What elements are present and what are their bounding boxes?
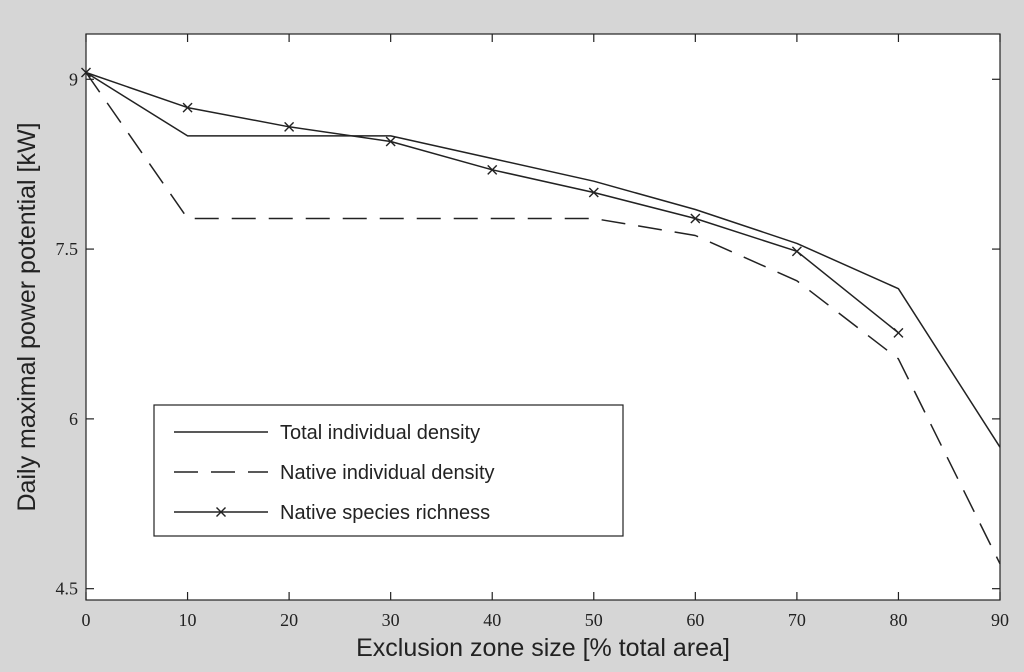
x-tick-label: 30 (382, 610, 400, 630)
series-layer (81, 67, 1001, 565)
series-line-2 (85, 72, 1001, 565)
data-point-marker (81, 67, 91, 78)
x-tick-label: 90 (991, 610, 1009, 630)
y-tick-label: 7.5 (56, 239, 79, 259)
data-point-marker (588, 187, 599, 198)
y-tick-label: 6 (69, 409, 78, 429)
data-point-marker (385, 136, 396, 147)
y-tick-label: 4.5 (56, 579, 79, 599)
legend-box (153, 404, 624, 537)
x-axis-ticks: 0 10 20 30 40 50 60 70 80 90 (82, 34, 1009, 630)
legend-label: Total individual density (280, 422, 480, 444)
data-point-marker (284, 121, 295, 132)
data-point-marker (182, 102, 193, 113)
x-tick-label: 60 (686, 610, 704, 630)
legend-marker (216, 507, 226, 517)
x-tick-label: 0 (82, 610, 91, 630)
series-line-1 (85, 71, 1001, 448)
x-axis-label: Exclusion zone size [% total area] (356, 634, 730, 662)
data-point-marker (690, 213, 701, 224)
y-tick-label: 9 (69, 69, 78, 89)
y-axis-ticks: 4.5 6 7.5 9 (56, 69, 1000, 599)
x-tick-label: 70 (788, 610, 806, 630)
data-point-marker (791, 246, 802, 257)
legend-label: Native species richness (280, 502, 490, 524)
x-tick-label: 80 (889, 610, 907, 630)
y-axis-label: Daily maximal power potential [kW] (13, 122, 41, 511)
x-tick-label: 20 (280, 610, 298, 630)
data-point-marker (893, 327, 904, 338)
x-tick-label: 50 (585, 610, 603, 630)
x-tick-label: 10 (179, 610, 197, 630)
legend: Total individual density Native individua… (153, 404, 624, 537)
x-tick-label: 40 (483, 610, 501, 630)
data-point-marker (487, 164, 498, 175)
legend-label: Native individual density (280, 462, 495, 484)
